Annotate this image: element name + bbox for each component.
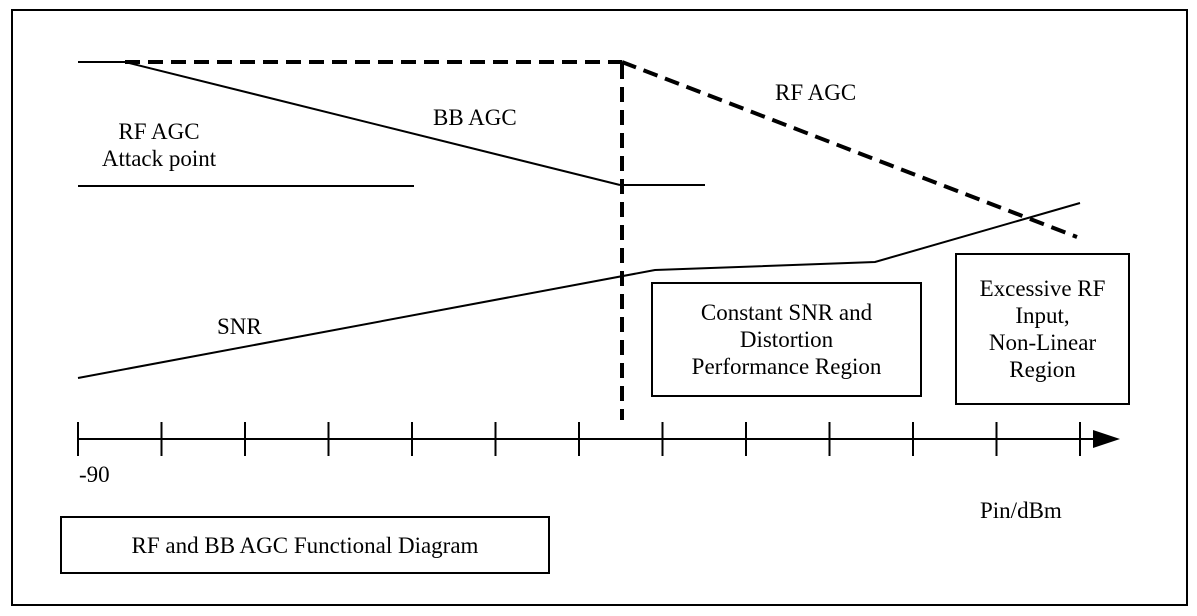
rf-agc-curve [125, 60, 1078, 239]
bb-agc-label: BB AGC [433, 105, 517, 130]
pin-axis [77, 422, 1098, 456]
diagram-title: RF and BB AGC Functional Diagram [131, 532, 479, 558]
constant-region-box: Constant SNR and Distortion Performance … [651, 282, 922, 397]
axis-unit-label: Pin/dBm [980, 498, 1062, 523]
snr-label: SNR [217, 314, 262, 339]
rf-agc-attack-label: RF AGC Attack point [82, 118, 236, 172]
axis-start-label: -90 [79, 462, 110, 487]
constant-region-line2: Distortion [739, 327, 834, 352]
constant-region-line1: Constant SNR and [700, 300, 873, 325]
rf-agc-attack-line2: Attack point [101, 146, 217, 171]
constant-region-line3: Performance Region [691, 354, 882, 379]
nonlinear-region-line3: Non-Linear [988, 330, 1097, 355]
nonlinear-region-line4: Region [1009, 357, 1076, 382]
snr-curve [77, 202, 1081, 379]
nonlinear-region-box: Excessive RF Input, Non-Linear Region [955, 253, 1130, 405]
bb-agc-curve [78, 61, 705, 186]
rf-agc-label: RF AGC [775, 80, 857, 105]
nonlinear-region-line1: Excessive RF [979, 276, 1106, 301]
diagram-title-box: RF and BB AGC Functional Diagram [60, 516, 550, 574]
nonlinear-region-line2: Input, [1015, 303, 1070, 328]
rf-agc-attack-line1: RF AGC [118, 119, 200, 144]
axis-arrowhead [1093, 430, 1120, 448]
